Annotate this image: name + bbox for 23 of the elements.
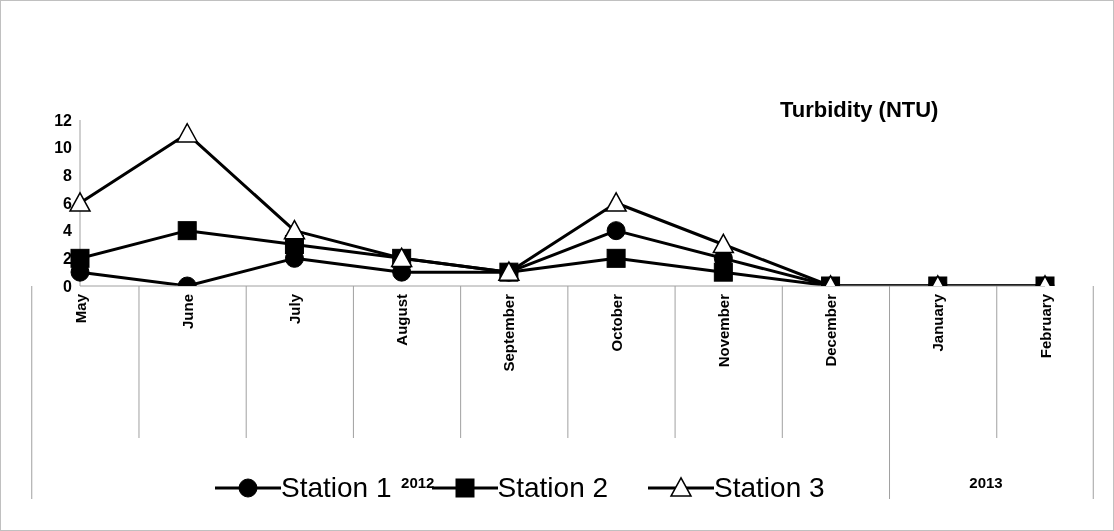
x-tick-label: December (822, 293, 840, 367)
y-tick-label: 0 (63, 277, 73, 295)
x-tick-label: November (714, 293, 732, 368)
y-tick-label: 12 (54, 111, 73, 129)
legend-label: Station 3 (714, 472, 825, 504)
x-tick-label: January (929, 293, 947, 352)
x-tick-label: February (1036, 293, 1054, 359)
y-tick-label: 2 (63, 250, 73, 268)
x-tick-label: September (500, 293, 518, 372)
x-tick-label: May (71, 293, 89, 324)
text: 2013 (969, 473, 1003, 491)
x-tick-label: October (607, 293, 625, 352)
chart-title: Turbidity (NTU) (780, 97, 939, 123)
y-tick-label: 8 (63, 167, 73, 185)
x-tick-label: June (178, 294, 196, 330)
legend-label: Station 1 (281, 472, 392, 504)
legend-label: Station 2 (497, 472, 609, 504)
text: 2012 (401, 473, 435, 491)
y-tick-label: 10 (54, 139, 73, 157)
y-tick-label: 6 (63, 194, 73, 212)
y-tick-label: 4 (63, 222, 73, 240)
x-tick-label: July (285, 293, 303, 325)
x-tick-label: August (393, 294, 411, 346)
